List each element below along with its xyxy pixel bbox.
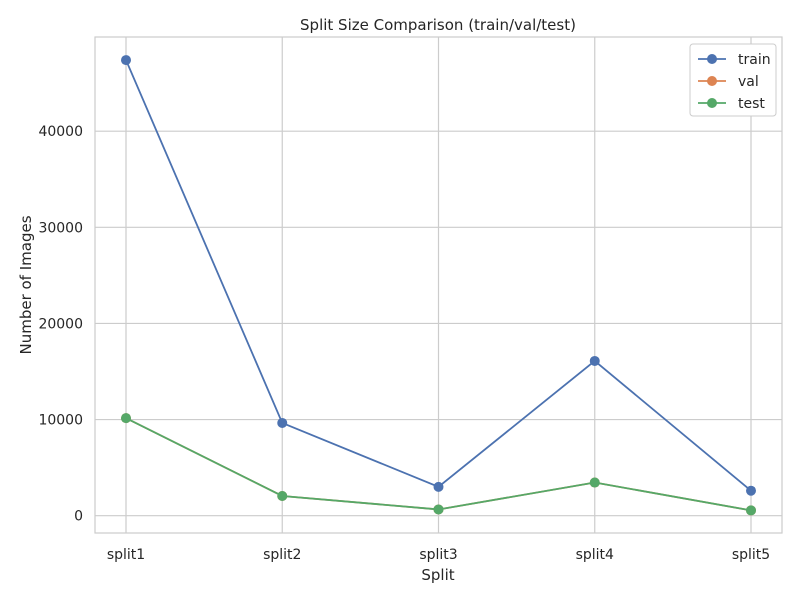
legend-item-test: test [698,96,765,112]
series-layer [121,55,756,516]
series-train [121,55,756,496]
x-tick-label: split4 [576,547,614,563]
x-tick-label: split2 [263,547,301,563]
legend-item-train: train [698,52,771,68]
x-axis-title: Split [421,566,454,584]
data-point-test [589,477,600,488]
legend-label: train [738,52,771,68]
legend-item-val: val [698,74,759,90]
data-point-train [589,355,600,366]
data-point-train [121,55,131,66]
x-tick-label: split3 [419,547,457,563]
data-point-test [746,505,756,516]
plot-frame [94,36,783,534]
legend-marker [707,76,717,86]
chart-title: Split Size Comparison (train/val/test) [300,16,576,34]
legend-marker [707,54,717,64]
y-tick-label: 0 [74,509,83,525]
y-axis-title: Number of Images [17,215,35,354]
legend-label: test [738,96,765,112]
data-point-test [433,504,444,515]
y-tick-label: 30000 [38,220,83,236]
legend: train val test [689,43,777,117]
legend-marker [707,98,717,108]
data-point-train [277,417,288,428]
series-test [121,413,756,516]
data-point-test [277,490,288,501]
y-tick-label: 10000 [38,413,83,429]
x-tick-label: split1 [107,547,145,563]
x-tick-labels: split1 split2 split3 split4 split5 [107,547,770,563]
y-tick-labels: 0 10000 20000 30000 40000 [38,124,83,524]
grid-lines [95,37,782,533]
y-tick-label: 20000 [38,316,83,332]
x-tick-label: split5 [732,547,770,563]
y-tick-label: 40000 [38,124,83,140]
data-point-test [121,413,131,424]
data-point-train [746,485,756,496]
legend-label: val [738,74,759,90]
data-point-train [433,481,444,492]
